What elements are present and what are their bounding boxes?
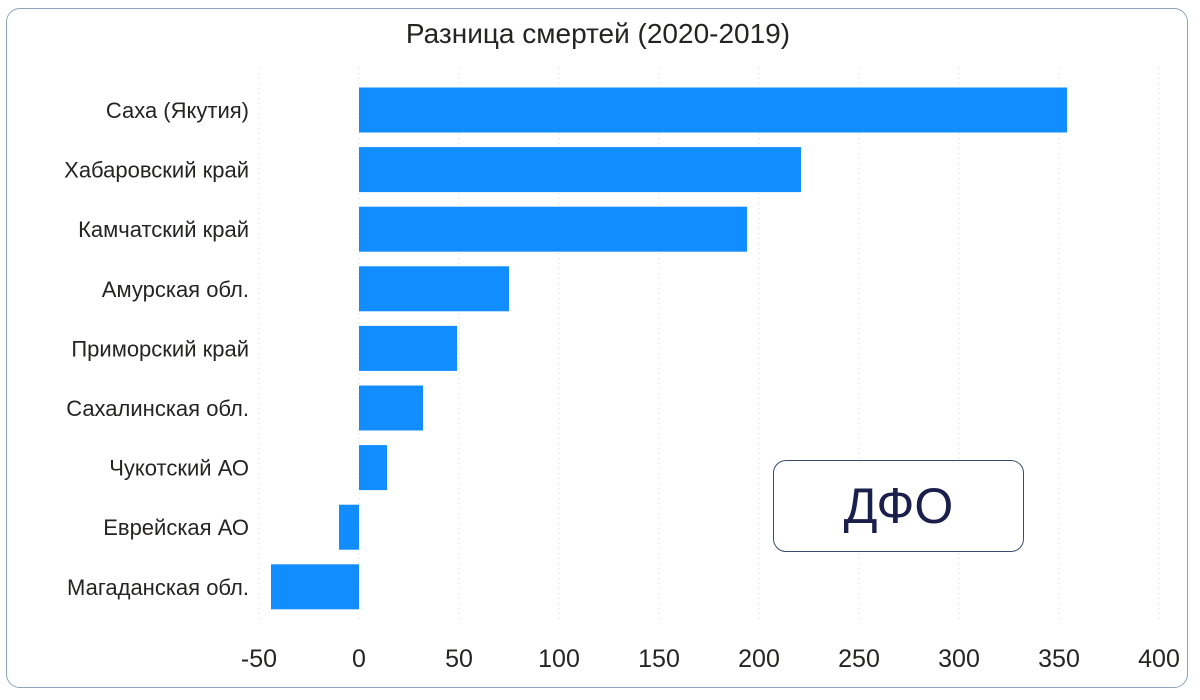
bar <box>359 87 1067 133</box>
category-label: Приморский край <box>71 336 249 361</box>
x-tick-label: -50 <box>241 645 277 673</box>
category-label: Еврейская АО <box>103 515 249 540</box>
bar <box>359 325 457 371</box>
chart-title: Разница смертей (2020-2019) <box>406 18 790 49</box>
x-axis-ticks: -50 0 50 100 150 200 250 300 350 400 <box>241 645 1180 673</box>
x-tick-label: 50 <box>445 645 473 673</box>
bar <box>359 266 509 312</box>
bar <box>271 564 359 610</box>
bar <box>339 504 359 550</box>
category-label: Саха (Якутия) <box>106 98 249 123</box>
x-tick-label: 150 <box>638 645 680 673</box>
category-label: Магаданская обл. <box>67 575 249 600</box>
region-badge: ДФО <box>773 460 1024 552</box>
category-label: Хабаровский край <box>64 158 249 183</box>
category-label: Амурская обл. <box>102 277 249 302</box>
x-tick-label: 400 <box>1138 645 1180 673</box>
category-label: Камчатский край <box>78 217 249 242</box>
category-labels: Саха (Якутия) Хабаровский край Камчатский … <box>64 98 249 600</box>
x-tick-label: 350 <box>1038 645 1080 673</box>
x-tick-label: 300 <box>938 645 980 673</box>
x-tick-label: 100 <box>538 645 580 673</box>
x-tick-label: 200 <box>738 645 780 673</box>
x-tick-label: 250 <box>838 645 880 673</box>
bars <box>271 87 1067 610</box>
category-label: Сахалинская обл. <box>66 396 249 421</box>
x-tick-label: 0 <box>352 645 366 673</box>
bar <box>359 147 801 193</box>
category-label: Чукотский АО <box>109 456 249 481</box>
bar <box>359 445 387 491</box>
bar <box>359 385 423 431</box>
bar <box>359 206 747 252</box>
